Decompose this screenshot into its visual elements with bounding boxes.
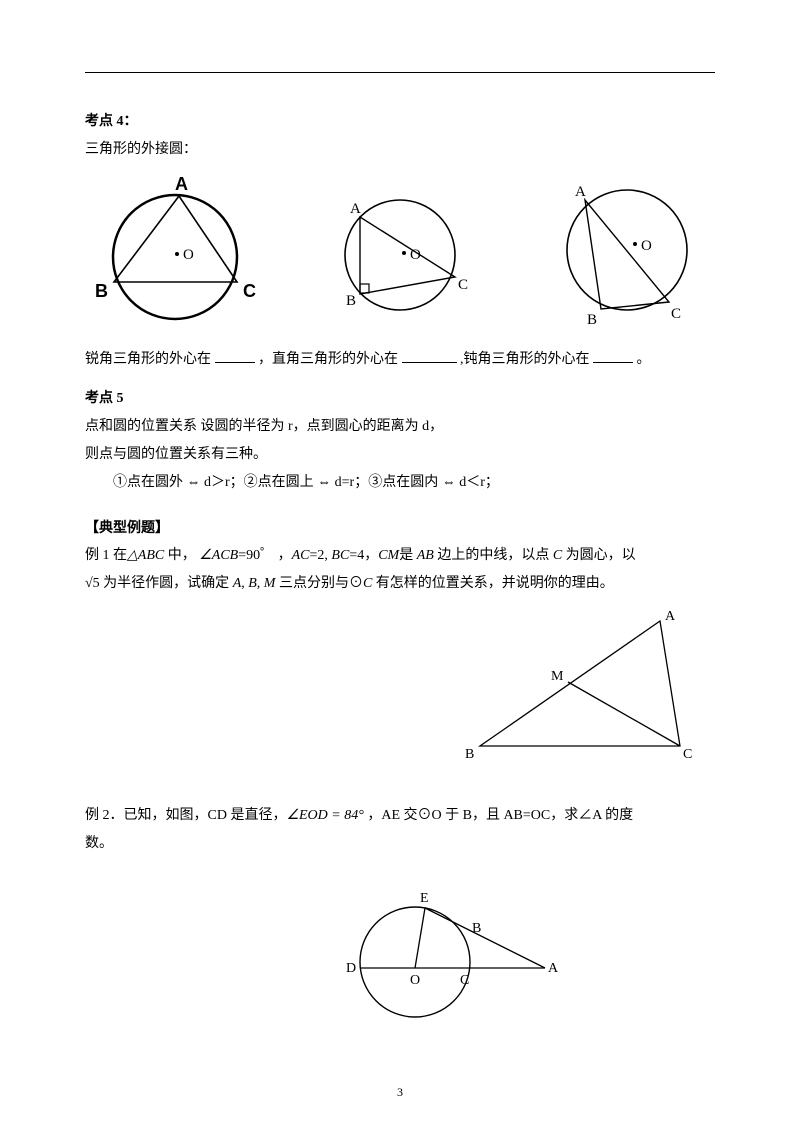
kp5-line2: 则点与圆的位置关系有三种。 — [85, 443, 715, 467]
blank-2 — [402, 350, 457, 363]
kp4-heading: 考点 4： — [85, 110, 715, 134]
svg-text:E: E — [420, 891, 429, 906]
ex1-ang: ∠ACB — [199, 548, 238, 563]
ex2-circle-diagram: D O C A E B — [320, 872, 580, 1032]
kp5-heading: 考点 5 — [85, 387, 715, 411]
ex1-triangle-diagram: A B C M — [455, 606, 715, 776]
ex1-c2: C — [363, 576, 372, 591]
blank-1 — [215, 350, 255, 363]
ex1-l1-m3: =2, — [310, 548, 332, 563]
svg-text:O: O — [410, 973, 420, 988]
kp4-fill-seg2: ，直角三角形的外心在 — [258, 352, 398, 367]
ex1-l1-m5: 是 — [399, 548, 417, 563]
kp4-fill-seg1: 锐角三角形的外心在 — [85, 352, 215, 367]
examples-heading: 【典型例题】 — [85, 517, 715, 541]
ex2-line1: 例 2．已知，如图，CD 是直径，∠EOD = 84° ，AE 交⊙O 于 B，… — [85, 804, 715, 828]
ex2-line2: 数。 — [85, 832, 715, 856]
right-circumcircle-diagram: O A B C — [310, 177, 490, 327]
svg-text:A: A — [350, 201, 361, 217]
ex1-l2-pre: √5 为半径作圆，试确定 — [85, 576, 233, 591]
svg-text:C: C — [683, 747, 692, 762]
blank-3 — [593, 350, 633, 363]
top-rule — [85, 72, 715, 73]
ex1-l2-mid: 三点分别与⊙ — [275, 576, 363, 591]
ex1-l2-end: 有怎样的位置关系，并说明你的理由。 — [372, 576, 614, 591]
svg-text:A: A — [175, 174, 188, 194]
ex1-tri: △ABC — [127, 548, 164, 563]
ex1-l1-end: 为圆心，以 — [562, 548, 636, 563]
svg-text:B: B — [346, 293, 356, 309]
ex1-cm: CM — [378, 548, 399, 563]
svg-text:C: C — [671, 306, 681, 322]
ex1-l1-m2: =90゜ ， — [238, 548, 291, 563]
svg-text:O: O — [410, 247, 421, 263]
ex1-abm: A, B, M — [233, 576, 276, 591]
ex1-l1-m1: 中， — [164, 548, 199, 563]
ex2-pre: 例 2．已知，如图，CD 是直径， — [85, 808, 286, 823]
svg-text:C: C — [243, 281, 256, 301]
page-content: 考点 4： 三角形的外接圆： O A B C O A B C — [85, 110, 715, 1032]
ex1-c: C — [553, 548, 562, 563]
svg-text:A: A — [665, 609, 676, 624]
ex1-ab: AB — [417, 548, 434, 563]
kp5-line3: ①点在圆外 ⇔ d＞r；②点在圆上 ⇔ d=r；③点在圆内 ⇔ d＜r； — [85, 471, 715, 495]
svg-text:O: O — [641, 238, 652, 254]
svg-text:B: B — [465, 747, 474, 762]
svg-text:C: C — [460, 973, 469, 988]
ex1-l1-m6: 边上的中线，以点 — [434, 548, 553, 563]
svg-text:M: M — [551, 669, 564, 684]
svg-text:A: A — [575, 184, 586, 200]
obtuse-circumcircle-diagram: O A B C — [535, 172, 715, 332]
ex1-bc: BC — [331, 548, 349, 563]
svg-text:B: B — [587, 312, 597, 328]
kp4-subtitle: 三角形的外接圆： — [85, 138, 715, 162]
ex1-l1-pre: 例 1 在 — [85, 548, 127, 563]
svg-text:C: C — [458, 277, 468, 293]
kp4-fill-seg3: ,钝角三角形的外心在 — [460, 352, 590, 367]
ex1-line2: √5 为半径作圆，试确定 A, B, M 三点分别与⊙C 有怎样的位置关系，并说… — [85, 572, 715, 596]
acute-circumcircle-diagram: O A B C — [85, 172, 265, 332]
ex2-mid: ，AE 交⊙O 于 B，且 AB=OC，求∠A 的度 — [364, 808, 633, 823]
ex1-line1: 例 1 在△ABC 中， ∠ACB=90゜ ，AC=2, BC=4，CM是 AB… — [85, 544, 715, 568]
svg-text:D: D — [346, 961, 356, 976]
svg-text:B: B — [95, 281, 108, 301]
kp4-fill-end: 。 — [637, 352, 651, 367]
ex1-l1-m4: =4， — [349, 548, 378, 563]
kp5-line1: 点和圆的位置关系 设圆的半径为 r，点到圆心的距离为 d， — [85, 415, 715, 439]
page-number: 3 — [0, 1085, 800, 1100]
svg-text:A: A — [548, 961, 559, 976]
kp4-diagrams: O A B C O A B C O A B C — [85, 172, 715, 332]
svg-text:B: B — [472, 921, 481, 936]
kp4-fill-blank: 锐角三角形的外心在 ，直角三角形的外心在 ,钝角三角形的外心在 。 — [85, 348, 715, 372]
svg-text:O: O — [183, 247, 194, 263]
ex1-ac: AC — [292, 548, 310, 563]
ex2-angle: ∠EOD = 84° — [286, 808, 363, 823]
